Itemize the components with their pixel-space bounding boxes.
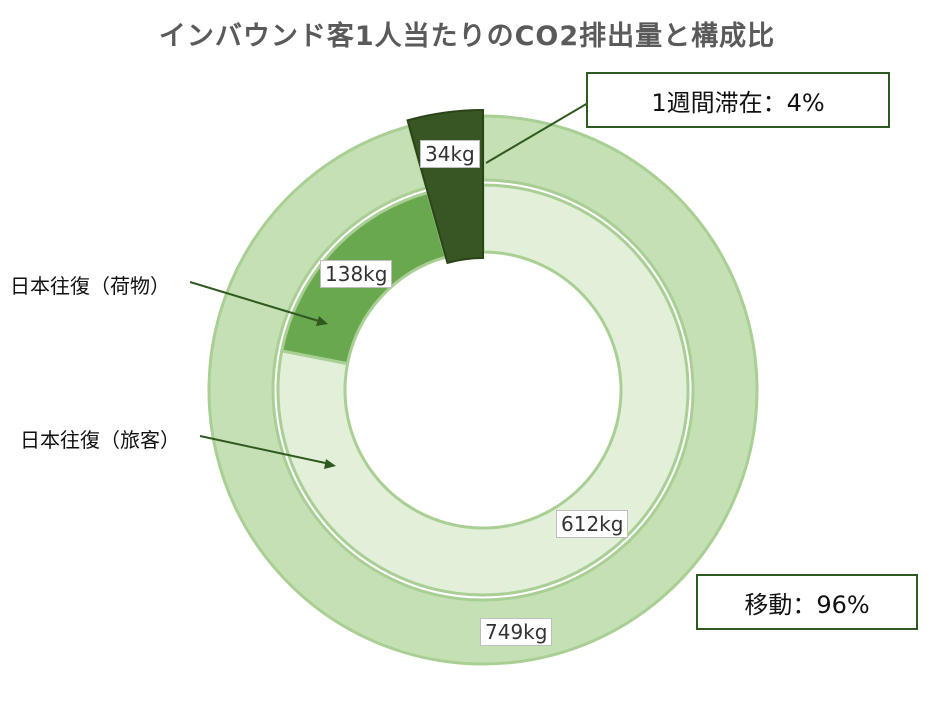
leader-line-cargo — [189, 281, 323, 323]
side-label-cargo: 日本往復（荷物） — [10, 274, 170, 298]
data-label-stay: 34kg — [420, 140, 480, 168]
data-label-move-total: 749kg — [480, 618, 553, 646]
side-label-passenger: 日本往復（旅客） — [20, 428, 180, 452]
chart-title: インバウンド客1人当たりのCO2排出量と構成比 — [158, 21, 776, 52]
slice-inner-0 — [276, 183, 690, 597]
data-label-cargo: 138kg — [320, 260, 393, 288]
callout-move-percent: 移動：96% — [696, 574, 918, 630]
leader-arrow-passenger — [324, 459, 336, 469]
donut-slices — [207, 108, 759, 666]
leader-line-stay — [485, 102, 589, 164]
callout-stay-percent: 1週間滞在：4% — [586, 72, 890, 128]
slice-outer-0 — [207, 114, 759, 666]
leader-arrow-cargo — [316, 316, 328, 326]
data-label-passenger: 612kg — [556, 510, 629, 538]
leader-lines — [189, 102, 589, 469]
leader-line-passenger — [199, 435, 331, 465]
